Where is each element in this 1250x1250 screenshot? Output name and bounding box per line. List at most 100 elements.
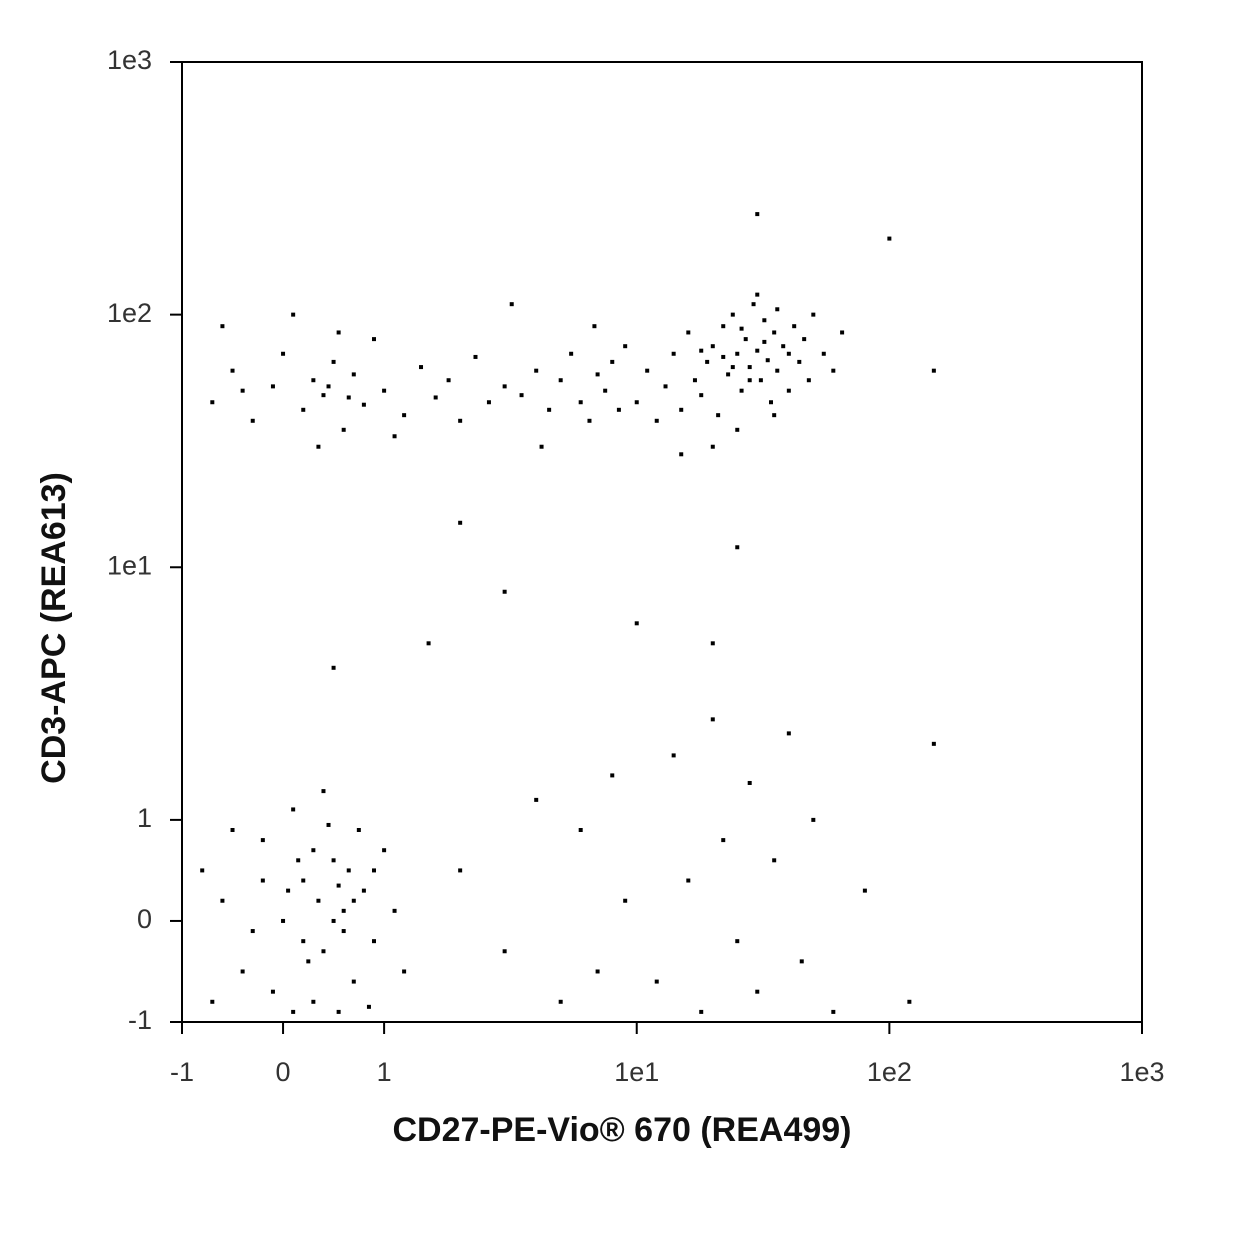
dot [361, 888, 366, 893]
dot [806, 378, 811, 383]
dot [735, 427, 740, 432]
dot [458, 520, 463, 525]
dot [382, 388, 387, 393]
dot [336, 883, 341, 888]
dot [301, 939, 306, 944]
x-tick-label: 0 [276, 1057, 291, 1087]
dot [326, 822, 331, 827]
y-tick-label: 1 [137, 803, 152, 833]
dot [735, 939, 740, 944]
dot [716, 413, 721, 418]
dot [765, 358, 770, 363]
dot [758, 378, 763, 383]
dot [250, 418, 255, 423]
dot [578, 400, 583, 405]
dot [831, 368, 836, 373]
dot [730, 312, 735, 317]
dot [351, 898, 356, 903]
dot [786, 731, 791, 736]
dot [336, 330, 341, 335]
dot [786, 351, 791, 356]
dot [382, 848, 387, 853]
dot [321, 789, 326, 794]
dot [671, 351, 676, 356]
y-tick-label: 0 [137, 904, 152, 934]
dot [739, 326, 744, 331]
dot [726, 372, 731, 377]
dot [331, 359, 336, 364]
dot [230, 368, 235, 373]
dot [931, 368, 936, 373]
dot [372, 337, 376, 342]
dot [799, 959, 804, 964]
y-tick-label: -1 [128, 1005, 152, 1035]
dot [486, 400, 491, 405]
dot [281, 918, 286, 923]
dot [509, 302, 514, 307]
dot [775, 307, 780, 312]
dot [610, 773, 615, 778]
dot [311, 848, 316, 853]
dot [341, 908, 346, 913]
dot [710, 717, 715, 722]
dot [200, 868, 205, 873]
dot [291, 807, 296, 812]
dot [240, 388, 245, 393]
dot [240, 969, 245, 974]
dot [356, 828, 361, 832]
dot [840, 330, 845, 335]
dot [862, 888, 867, 893]
dot [710, 444, 715, 449]
dot [331, 858, 336, 863]
dot [502, 949, 507, 954]
dot [260, 838, 265, 843]
dot [739, 388, 744, 393]
dot [811, 312, 816, 317]
dot [458, 418, 463, 423]
dot [721, 324, 726, 329]
dot [311, 378, 316, 383]
y-tick-label: 1e1 [107, 550, 152, 580]
dot [654, 418, 659, 423]
dot [296, 858, 301, 863]
dot [762, 339, 767, 344]
dot [534, 368, 539, 373]
dot [610, 359, 615, 364]
dot [230, 828, 235, 832]
dot [291, 1009, 296, 1014]
dot [558, 999, 563, 1004]
dot [679, 407, 684, 412]
dot [747, 780, 752, 785]
dot [341, 929, 346, 934]
dot [623, 344, 628, 349]
dot [301, 878, 306, 883]
dot [663, 384, 668, 389]
dot [281, 351, 286, 356]
dot [705, 359, 710, 364]
dot [270, 384, 275, 389]
y-tick-label: 1e2 [107, 298, 152, 328]
dot [326, 384, 331, 389]
dot [306, 959, 311, 964]
dot [270, 989, 275, 994]
dot [710, 641, 715, 646]
dot [361, 402, 366, 407]
dot [341, 427, 346, 432]
dot [316, 444, 321, 449]
dot [686, 330, 691, 335]
dot [392, 908, 397, 913]
dot [699, 393, 704, 398]
y-tick-label: 1e3 [107, 45, 152, 75]
dot [301, 407, 306, 412]
dot [772, 413, 777, 418]
dot [220, 324, 225, 329]
dot [634, 400, 639, 405]
dot [519, 393, 524, 398]
dot [645, 368, 650, 373]
dot [692, 378, 697, 383]
dot [291, 312, 296, 317]
dot [402, 969, 407, 974]
dot [433, 395, 438, 400]
plot-frame [181, 61, 1143, 1023]
